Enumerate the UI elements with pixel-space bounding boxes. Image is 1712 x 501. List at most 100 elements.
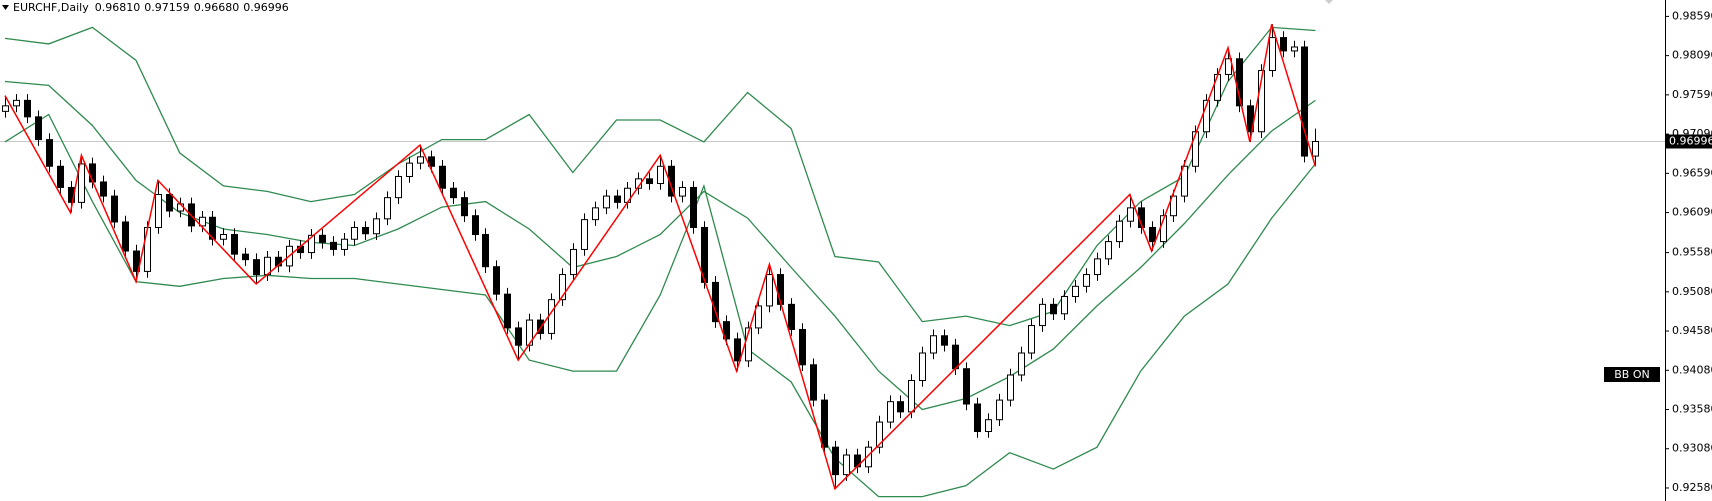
candle-body xyxy=(362,226,369,235)
candle-body xyxy=(144,226,151,272)
candle-body xyxy=(493,266,500,295)
candle-body xyxy=(788,303,795,330)
candle-body xyxy=(1203,99,1210,133)
current-price-box xyxy=(1666,134,1712,149)
candle-body xyxy=(1105,241,1112,260)
candle-body xyxy=(1269,37,1276,72)
candle-body xyxy=(1312,140,1319,157)
candle-body xyxy=(1050,303,1057,315)
close-value: 0.96996 xyxy=(243,1,289,14)
chart-header: EURCHF,Daily 0.96810 0.97159 0.96680 0.96996 xyxy=(13,1,289,14)
candle-body xyxy=(865,446,872,468)
candle-body xyxy=(1149,226,1156,243)
candle-body xyxy=(133,250,140,272)
candle-body xyxy=(1170,195,1177,217)
candle-body xyxy=(668,165,675,197)
candle-body xyxy=(690,186,697,228)
candle-body xyxy=(1007,374,1014,401)
candle-body xyxy=(384,197,391,220)
low-value: 0.96680 xyxy=(194,1,240,14)
high-value: 0.97159 xyxy=(144,1,190,14)
bollinger-upper xyxy=(4,26,1316,327)
candle-body xyxy=(755,305,762,329)
candle-body xyxy=(253,259,260,276)
candle-body xyxy=(1258,70,1265,133)
indicator-label: BB ON xyxy=(1614,368,1649,381)
candle-body xyxy=(1225,58,1232,75)
candle-body xyxy=(887,401,894,423)
candle-body xyxy=(351,226,358,240)
scroll-marker xyxy=(1325,0,1333,4)
candle-body xyxy=(908,379,915,413)
candle-body xyxy=(515,327,522,346)
candle-body xyxy=(1214,73,1221,101)
candle-body xyxy=(952,344,959,370)
candle-body xyxy=(111,195,118,223)
candle-body xyxy=(570,248,577,276)
candle-body xyxy=(799,328,806,366)
candle-body xyxy=(1291,46,1298,52)
open-value: 0.96810 xyxy=(95,1,141,14)
candle-body xyxy=(35,116,42,141)
candle-body xyxy=(100,181,107,197)
candle-body xyxy=(155,194,162,228)
candle-body xyxy=(330,241,337,250)
candle-body xyxy=(472,215,479,236)
candle-body xyxy=(439,165,446,189)
candle-body xyxy=(734,338,741,362)
candle-body xyxy=(13,99,20,107)
candle-body xyxy=(166,194,173,212)
candle-body xyxy=(1127,207,1134,222)
candle-body xyxy=(974,403,981,432)
candle-body xyxy=(220,234,227,240)
candle-body xyxy=(1192,131,1199,167)
candle-body xyxy=(592,207,599,221)
symbol: EURCHF,Daily xyxy=(13,1,89,14)
candle-body xyxy=(242,253,249,261)
zigzag-line xyxy=(4,23,1317,491)
candle-body xyxy=(417,156,424,164)
indicator-box xyxy=(1604,367,1660,382)
candle-body xyxy=(57,165,64,188)
candle-body xyxy=(406,162,413,177)
bollinger-lower xyxy=(4,113,1316,498)
candle-body xyxy=(24,99,31,118)
candle-body xyxy=(373,218,380,235)
candle-body xyxy=(657,165,664,185)
candle-body xyxy=(526,319,533,346)
candle-body xyxy=(1061,296,1068,315)
candle-body xyxy=(930,335,937,354)
candle-body xyxy=(122,221,129,252)
candle-body xyxy=(821,399,828,448)
collapse-arrow[interactable] xyxy=(2,5,9,10)
candle-body xyxy=(308,234,315,254)
candle-body xyxy=(428,156,435,167)
candle-body xyxy=(941,335,948,346)
candle-body xyxy=(46,139,53,167)
candle-body xyxy=(450,187,457,199)
candle-body xyxy=(319,234,326,243)
candle-body xyxy=(646,178,653,185)
candle-body xyxy=(1028,325,1035,354)
candle-body xyxy=(199,216,206,227)
candle-body xyxy=(603,195,610,209)
candle-body xyxy=(1181,165,1188,197)
candle-body xyxy=(919,352,926,381)
candle-body xyxy=(209,216,216,240)
candle-body xyxy=(876,421,883,448)
candle-body xyxy=(504,293,511,329)
candle-body xyxy=(1301,46,1308,157)
candle-body xyxy=(1280,37,1287,52)
candle-body xyxy=(1072,285,1079,298)
candle-body xyxy=(461,197,468,217)
candle-body xyxy=(766,274,773,307)
